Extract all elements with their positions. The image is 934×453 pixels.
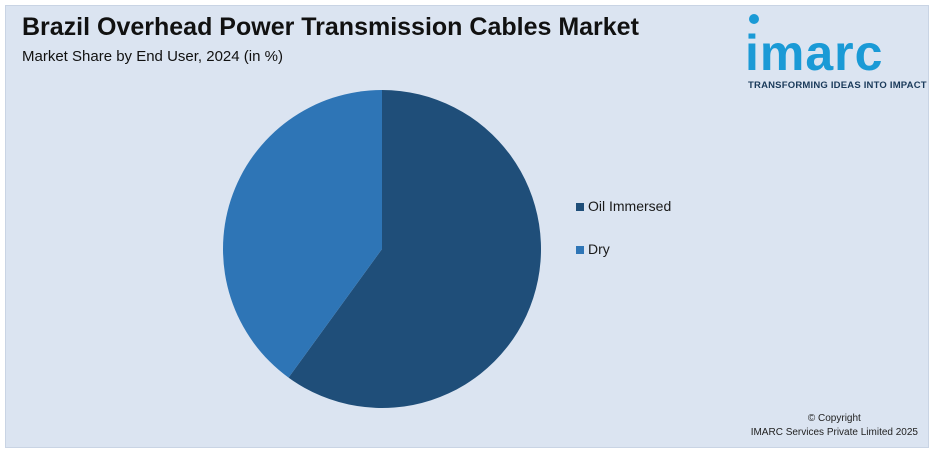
legend-label-dry: Dry [588,241,610,257]
chart-title: Brazil Overhead Power Transmission Cable… [22,13,639,41]
legend-swatch-dry [576,246,584,254]
chart-subtitle: Market Share by End User, 2024 (in %) [22,48,283,65]
legend-label-oil-immersed: Oil Immersed [588,198,672,214]
imarc-logo: imarc TRANSFORMING IDEAS INTO IMPACT [745,14,927,94]
logo-tagline: TRANSFORMING IDEAS INTO IMPACT [748,80,927,91]
pie-slice-oil-immersed [288,90,541,409]
legend-swatch-oil-immersed [576,203,584,211]
logo-dot [749,14,759,24]
logo-wordmark: imarc [745,25,884,81]
pie-slice-dry [223,89,382,378]
copyright: © Copyright IMARC Services Private Limit… [751,412,918,440]
copyright-line-2: IMARC Services Private Limited 2025 [750,427,918,438]
copyright-line-1: © Copyright [807,413,861,424]
